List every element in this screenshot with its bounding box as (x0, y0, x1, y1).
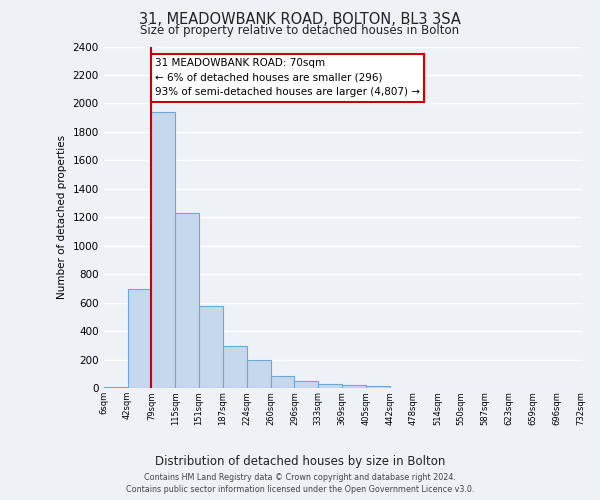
Bar (247, 360, 271, 388)
Y-axis label: Number of detached properties: Number of detached properties (57, 136, 67, 300)
Bar (223, 346, 247, 388)
Bar (342, 386, 366, 388)
Bar (318, 384, 342, 388)
Bar (128, 288, 151, 388)
Text: 31, MEADOWBANK ROAD, BOLTON, BL3 3SA: 31, MEADOWBANK ROAD, BOLTON, BL3 3SA (139, 12, 461, 28)
Text: 31 MEADOWBANK ROAD: 70sqm
← 6% of detached houses are smaller (296)
93% of semi-: 31 MEADOWBANK ROAD: 70sqm ← 6% of detach… (155, 58, 420, 98)
Bar (104, 387, 128, 388)
Bar (271, 376, 295, 388)
Bar (151, 112, 175, 388)
Bar (175, 213, 199, 388)
Bar (199, 306, 223, 388)
Text: Size of property relative to detached houses in Bolton: Size of property relative to detached ho… (140, 24, 460, 37)
Text: Distribution of detached houses by size in Bolton: Distribution of detached houses by size … (155, 454, 445, 468)
Bar (366, 386, 390, 388)
Bar (295, 381, 318, 388)
Text: Contains HM Land Registry data © Crown copyright and database right 2024.
Contai: Contains HM Land Registry data © Crown c… (126, 472, 474, 494)
